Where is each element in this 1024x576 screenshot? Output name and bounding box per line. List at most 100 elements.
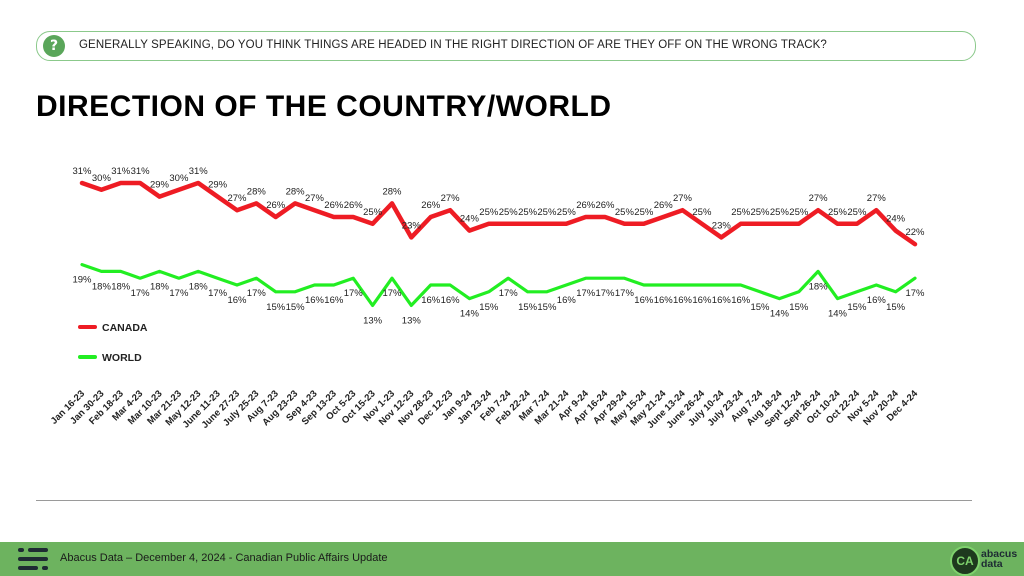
brand-name: abacus data [981, 548, 1018, 570]
data-label-world: 15% [789, 302, 809, 313]
data-label-canada: 29% [208, 180, 228, 191]
data-label-world: 16% [731, 295, 751, 306]
data-label-world: 13% [402, 315, 422, 326]
data-label-canada: 25% [634, 207, 654, 218]
data-label-canada: 28% [286, 186, 306, 197]
data-label-canada: 26% [595, 200, 615, 211]
data-label-canada: 25% [557, 207, 577, 218]
data-label-world: 15% [537, 302, 557, 313]
data-label-canada: 25% [847, 207, 867, 218]
data-label-world: 18% [111, 281, 131, 292]
data-label-world: 17% [615, 288, 635, 299]
brand-name-line2: data [981, 558, 1003, 570]
page-title: DIRECTION OF THE COUNTRY/WORLD [36, 90, 612, 123]
data-label-world: 14% [460, 309, 480, 320]
series-line-world [80, 262, 917, 307]
data-label-world: 16% [305, 295, 325, 306]
data-label-canada: 24% [460, 214, 480, 225]
data-label-world: 17% [499, 288, 519, 299]
brand-badge-icon: CA [950, 546, 980, 576]
data-label-canada: 26% [421, 200, 441, 211]
data-label-canada: 30% [169, 173, 189, 184]
data-label-world: 17% [169, 288, 189, 299]
data-label-canada: 27% [227, 193, 247, 204]
abacus-logo-icon [18, 548, 48, 570]
data-label-world: 16% [673, 295, 693, 306]
footer-bar: Abacus Data – December 4, 2024 - Canadia… [0, 542, 1024, 576]
data-label-world: 18% [150, 281, 170, 292]
data-label-world: 15% [286, 302, 306, 313]
data-label-world: 16% [634, 295, 654, 306]
data-label-world: 16% [557, 295, 577, 306]
data-label-world: 17% [247, 288, 267, 299]
data-label-canada: 27% [441, 193, 461, 204]
data-label-canada: 25% [363, 207, 383, 218]
data-label-canada: 27% [673, 193, 693, 204]
data-label-canada: 25% [615, 207, 635, 218]
data-label-canada: 24% [886, 214, 906, 225]
data-label-world: 17% [344, 288, 364, 299]
data-label-world: 17% [576, 288, 596, 299]
data-label-world: 15% [750, 302, 770, 313]
data-label-canada: 25% [479, 207, 499, 218]
data-label-canada: 26% [324, 200, 344, 211]
question-bar: ? GENERALLY SPEAKING, DO YOU THINK THING… [36, 31, 976, 61]
data-label-world: 16% [654, 295, 674, 306]
legend-label-canada: CANADA [102, 322, 148, 334]
data-label-world: 17% [208, 288, 228, 299]
data-label-world: 14% [828, 309, 848, 320]
data-label-world: 16% [324, 295, 344, 306]
data-label-canada: 31% [111, 166, 131, 177]
data-label-canada: 31% [72, 166, 92, 177]
data-label-world: 16% [441, 295, 461, 306]
data-label-canada: 25% [789, 207, 809, 218]
divider [36, 500, 972, 501]
data-label-world: 16% [867, 295, 887, 306]
data-label-canada: 30% [92, 173, 112, 184]
legend-label-world: WORLD [102, 352, 142, 364]
data-label-world: 18% [809, 281, 829, 292]
data-label-world: 17% [382, 288, 402, 299]
data-label-canada: 27% [809, 193, 829, 204]
data-label-world: 17% [131, 288, 151, 299]
data-label-canada: 25% [537, 207, 557, 218]
data-label-canada: 25% [499, 207, 519, 218]
data-label-world: 15% [886, 302, 906, 313]
series-line-canada [79, 180, 918, 247]
data-label-world: 15% [518, 302, 538, 313]
brand-name-line1: abacus [981, 548, 1018, 560]
data-label-world: 16% [227, 295, 247, 306]
data-label-canada: 25% [750, 207, 770, 218]
survey-question: GENERALLY SPEAKING, DO YOU THINK THINGS … [79, 39, 827, 51]
question-icon: ? [43, 35, 65, 57]
data-label-canada: 31% [131, 166, 151, 177]
data-label-world: 18% [92, 281, 112, 292]
data-label-canada: 25% [731, 207, 751, 218]
data-label-world: 15% [847, 302, 867, 313]
data-label-world: 16% [692, 295, 712, 306]
data-label-world: 14% [770, 309, 790, 320]
data-label-canada: 26% [344, 200, 364, 211]
data-label-canada: 27% [305, 193, 325, 204]
data-label-canada: 28% [382, 186, 402, 197]
data-label-world: 15% [266, 302, 286, 313]
data-label-canada: 31% [189, 166, 209, 177]
data-label-canada: 25% [692, 207, 712, 218]
data-label-world: 15% [479, 302, 499, 313]
data-label-canada: 25% [770, 207, 790, 218]
data-label-canada: 25% [518, 207, 538, 218]
data-label-canada: 26% [576, 200, 596, 211]
data-label-world: 17% [905, 288, 925, 299]
data-label-canada: 23% [712, 220, 732, 231]
data-label-world: 13% [363, 315, 383, 326]
data-label-world: 16% [421, 295, 441, 306]
data-label-canada: 28% [247, 186, 267, 197]
data-label-world: 18% [189, 281, 209, 292]
data-label-canada: 26% [266, 200, 286, 211]
data-label-canada: 22% [905, 227, 925, 238]
data-label-world: 16% [712, 295, 732, 306]
data-label-canada: 23% [402, 220, 422, 231]
line-chart: 31%30%31% 31%29%30%31%29%27%28%26%28%27%2… [49, 166, 925, 431]
data-label-canada: 25% [828, 207, 848, 218]
data-label-canada: 29% [150, 180, 170, 191]
